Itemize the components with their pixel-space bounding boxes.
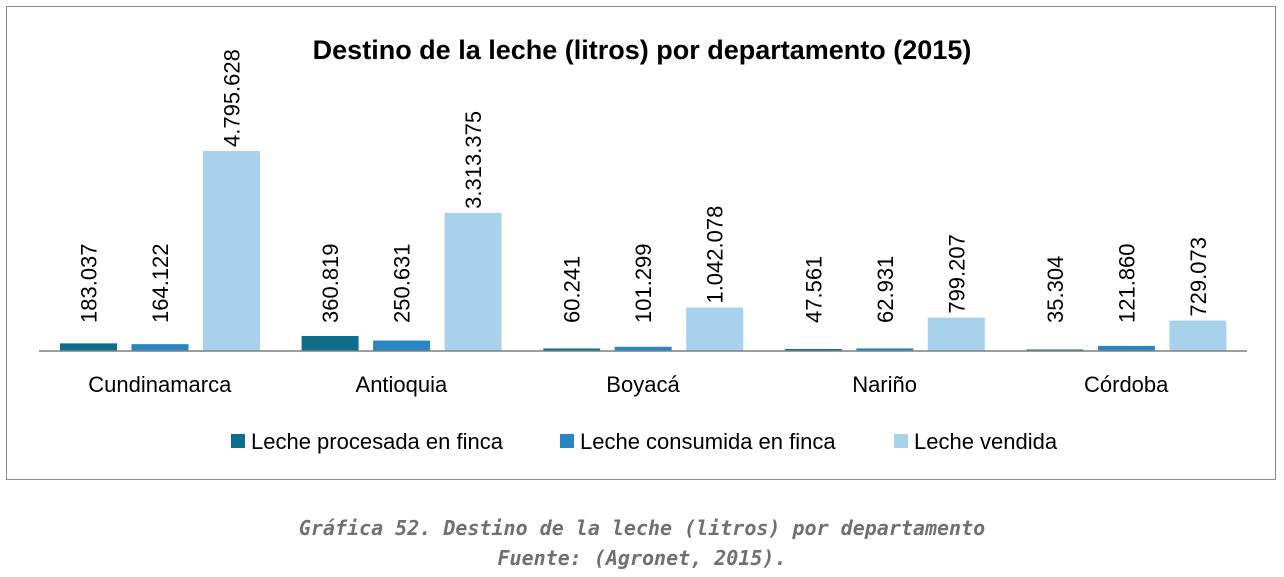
data-label-2-3: 799.207: [944, 234, 969, 314]
bar-2-4: [1169, 320, 1227, 351]
data-label-0-4: 35.304: [1043, 256, 1068, 323]
category-label: Córdoba: [1084, 372, 1169, 397]
bar-1-3: [856, 348, 914, 351]
bar-1-4: [1097, 345, 1155, 351]
data-label-2-0: 4.795.628: [220, 49, 245, 147]
bar-2-2: [686, 307, 744, 351]
legend-label-2: Leche vendida: [914, 429, 1058, 454]
data-label-0-2: 60.241: [560, 256, 585, 323]
category-label: Cundinamarca: [88, 372, 232, 397]
bar-0-3: [784, 349, 842, 351]
figure-source: Fuente: (Agronet, 2015).: [497, 546, 787, 570]
bar-0-1: [301, 335, 359, 351]
data-label-1-4: 121.860: [1114, 243, 1139, 323]
legend-label-1: Leche consumida en finca: [580, 429, 836, 454]
bar-1-2: [614, 346, 672, 351]
category-label: Antioquia: [356, 372, 449, 397]
legend-swatch-0: [231, 434, 245, 448]
bar-1-1: [373, 340, 431, 351]
data-labels-layer: 183.037 164.122 4.795.628 360.819 250.631 3.3…: [77, 49, 1211, 323]
chart-frame: Destino de la leche (litros) por departa…: [6, 6, 1276, 480]
chart-title: Destino de la leche (litros) por departa…: [313, 35, 972, 65]
data-label-0-3: 47.561: [801, 256, 826, 323]
bar-0-0: [60, 343, 117, 351]
data-label-2-1: 3.313.375: [461, 111, 486, 209]
legend: Leche procesada en finca Leche consumida …: [231, 429, 1058, 454]
data-label-1-1: 250.631: [390, 243, 415, 323]
bar-2-3: [927, 317, 985, 351]
figure-caption: Gráfica 52. Destino de la leche (litros)…: [298, 516, 986, 540]
legend-swatch-2: [894, 434, 908, 448]
legend-label-0: Leche procesada en finca: [251, 429, 504, 454]
data-label-2-2: 1.042.078: [703, 206, 728, 304]
data-label-1-2: 101.299: [631, 243, 656, 323]
bar-2-0: [203, 151, 260, 351]
legend-swatch-1: [560, 434, 574, 448]
bar-0-2: [543, 348, 601, 351]
bar-chart: Destino de la leche (litros) por departa…: [39, 35, 1247, 454]
bar-2-1: [444, 212, 502, 351]
data-label-1-3: 62.931: [873, 256, 898, 323]
category-labels-layer: Cundinamarca Antioquia Boyacá Nariño Córdoba: [88, 372, 1169, 397]
bars-layer: [60, 151, 1227, 351]
bar-1-0: [131, 344, 189, 351]
data-label-0-1: 360.819: [318, 243, 343, 323]
category-label: Nariño: [852, 372, 917, 397]
category-label: Boyacá: [606, 372, 680, 397]
data-label-2-4: 729.073: [1186, 237, 1211, 317]
data-label-0-0: 183.037: [77, 243, 102, 323]
data-label-1-0: 164.122: [148, 243, 173, 323]
